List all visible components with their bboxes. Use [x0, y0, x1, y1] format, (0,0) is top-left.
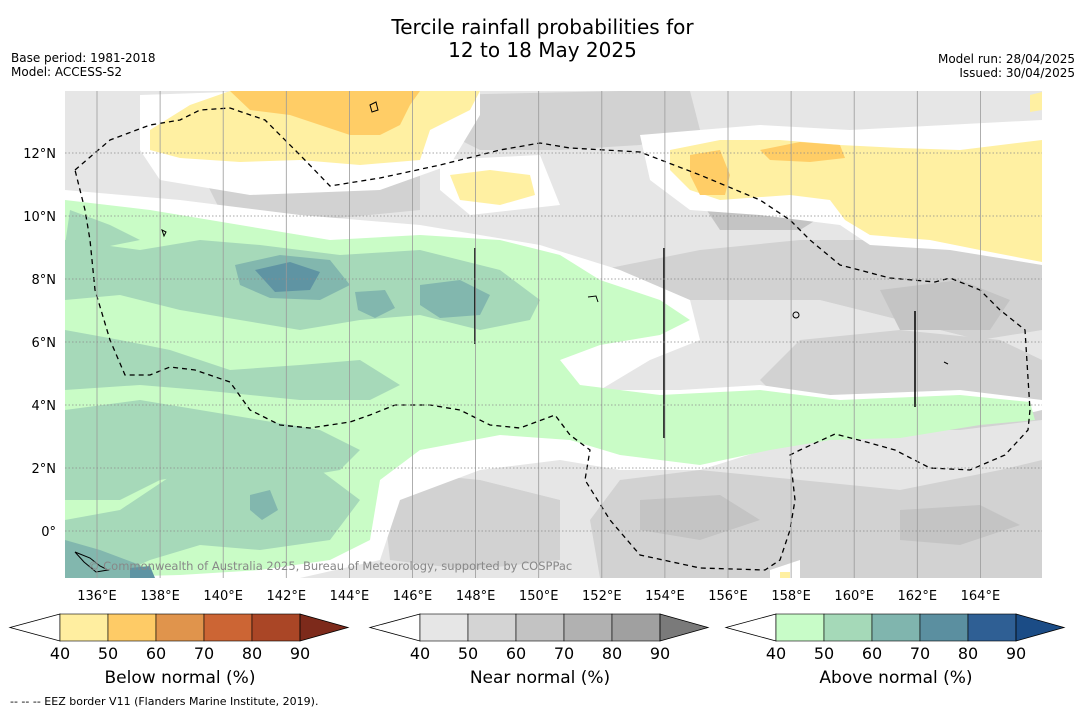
map-title-line2: 12 to 18 May 2025 — [448, 38, 637, 62]
colorbar-segment — [775, 613, 825, 642]
colorbar-segment — [919, 613, 969, 642]
above-normal-colorbar: 40 50 60 70 80 90 — [724, 613, 1066, 663]
colorbar-tick-label: 90 — [650, 644, 670, 663]
colorbar-segment — [563, 613, 613, 642]
colorbar-segment — [107, 613, 157, 642]
colorbar-segment — [611, 613, 661, 642]
colorbar-segment — [515, 613, 565, 642]
latitude-labels: 12°N 10°N 8°N 6°N 4°N 2°N 0° — [23, 147, 56, 540]
longitude-label: 152°E — [582, 589, 622, 604]
longitude-labels: 136°E 138°E 140°E 142°E 144°E 146°E 148°E 150°E… — [77, 589, 1000, 604]
longitude-label: 158°E — [771, 589, 811, 604]
copyright-notice: © Commonwealth of Australia 2025, Bureau… — [88, 559, 572, 573]
colorbar-segment — [871, 613, 921, 642]
base-period-text: Base period: 1981-2018 — [11, 51, 156, 65]
near-normal-colorbar: 40 50 60 70 80 90 — [368, 613, 710, 663]
colorbar-tick-label: 40 — [410, 644, 430, 663]
colorbar-segment — [419, 613, 469, 642]
below-normal-colorbar: 40 50 60 70 80 90 — [8, 613, 350, 663]
colorbar-tick-label: 40 — [50, 644, 70, 663]
colorbar-segment — [251, 613, 301, 642]
colorbar-upper-extension — [659, 613, 710, 642]
issued-text: Issued: 30/04/2025 — [959, 66, 1075, 80]
colorbar-tick-label: 80 — [958, 644, 978, 663]
colorbar-lower-extension — [368, 613, 421, 642]
colorbar-tick-label: 50 — [458, 644, 478, 663]
graticule — [65, 91, 1042, 578]
longitude-label: 142°E — [267, 589, 307, 604]
colorbar-tick-label: 60 — [862, 644, 882, 663]
above-normal-colorbar-label: Above normal (%) — [819, 668, 973, 688]
longitude-label: 162°E — [898, 589, 938, 604]
longitude-label: 164°E — [961, 589, 1001, 604]
colorbar-tick-label: 70 — [910, 644, 930, 663]
longitude-label: 150°E — [519, 589, 559, 604]
longitude-label: 156°E — [708, 589, 748, 604]
latitude-label: 6°N — [32, 336, 57, 351]
colorbar-segment — [467, 613, 517, 642]
colorbar-tick-label: 60 — [146, 644, 166, 663]
map-title-line1: Tercile rainfall probabilities for — [391, 15, 694, 39]
colorbar-tick-label: 40 — [766, 644, 786, 663]
colorbar-tick-label: 60 — [506, 644, 526, 663]
longitude-label: 154°E — [645, 589, 685, 604]
colorbars: 40 50 60 70 80 90 40 50 60 70 80 90 40 50 60 70 80 90 — [8, 613, 1066, 663]
near-normal-colorbar-label: Near normal (%) — [469, 668, 611, 688]
model-run-text: Model run: 28/04/2025 — [937, 52, 1075, 66]
longitude-label: 140°E — [203, 589, 243, 604]
colorbar-segment — [59, 613, 109, 642]
colorbar-tick-label: 80 — [242, 644, 262, 663]
colorbar-segment — [967, 613, 1017, 642]
colorbar-tick-label: 50 — [98, 644, 118, 663]
longitude-label: 136°E — [77, 589, 117, 604]
latitude-label: 4°N — [32, 399, 57, 414]
eez-border — [74, 107, 1031, 571]
longitude-markers — [474, 248, 916, 438]
latitude-label: 2°N — [32, 462, 57, 477]
latitude-label: 12°N — [23, 147, 56, 162]
islands — [74, 101, 949, 573]
longitude-label: 144°E — [330, 589, 370, 604]
colorbar-tick-label: 50 — [814, 644, 834, 663]
colorbar-tick-label: 80 — [602, 644, 622, 663]
colorbar-segment — [823, 613, 873, 642]
eez-footnote: -- -- -- EEZ border V11 (Flanders Marine… — [10, 695, 319, 708]
model-text: Model: ACCESS-S2 — [11, 65, 123, 79]
latitude-label: 10°N — [23, 210, 56, 225]
colorbar-lower-extension — [724, 613, 777, 642]
colorbar-upper-extension — [1015, 613, 1066, 642]
colorbar-segment — [155, 613, 205, 642]
colorbar-segment — [203, 613, 253, 642]
longitude-label: 138°E — [140, 589, 180, 604]
longitude-label: 160°E — [834, 589, 874, 604]
longitude-label: 148°E — [456, 589, 496, 604]
latitude-label: 0° — [41, 525, 56, 540]
latitude-label: 8°N — [32, 273, 57, 288]
above-normal-70-region — [130, 262, 320, 578]
colorbar-tick-label: 90 — [1006, 644, 1026, 663]
map-field: © Commonwealth of Australia 2025, Bureau… — [65, 91, 1042, 578]
colorbar-tick-label: 70 — [194, 644, 214, 663]
colorbar-upper-extension — [299, 613, 350, 642]
colorbar-tick-label: 90 — [290, 644, 310, 663]
below-normal-colorbar-label: Below normal (%) — [104, 668, 256, 688]
colorbar-tick-label: 70 — [554, 644, 574, 663]
colorbar-lower-extension — [8, 613, 61, 642]
longitude-label: 146°E — [393, 589, 433, 604]
